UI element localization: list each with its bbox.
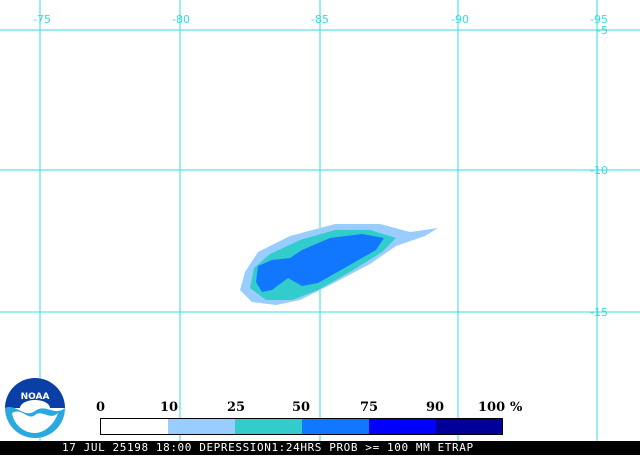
legend-label-75: 75: [360, 400, 378, 415]
logo-text: NOAA: [21, 392, 50, 402]
lon-label: -80: [172, 13, 190, 26]
legend-unit: %: [510, 400, 522, 415]
lat-label: -5: [597, 24, 608, 37]
lon-label: -90: [451, 13, 469, 26]
probability-map: -75 -80 -85 -90 -95 -5 -10 -15: [0, 0, 640, 455]
legend-label-25: 25: [227, 400, 245, 415]
longitude-labels: -75 -80 -85 -90 -95: [33, 13, 608, 26]
lon-label: -75: [33, 13, 51, 26]
lat-label: -10: [590, 164, 608, 177]
legend-label-50: 50: [292, 400, 310, 415]
footer-caption: 17 JUL 25198 18:00 DEPRESSION1:24HRS PRO…: [62, 441, 474, 455]
lat-label: -15: [590, 306, 608, 319]
legend-frame: [100, 418, 503, 435]
graticule: [0, 0, 640, 441]
probability-contours: [240, 224, 438, 305]
noaa-logo: NOAA: [4, 377, 66, 439]
legend-label-0: 0: [96, 400, 105, 415]
latitude-labels: -5 -10 -15: [590, 24, 608, 319]
legend-label-100: 100: [478, 400, 505, 415]
footer-bar: 17 JUL 25198 18:00 DEPRESSION1:24HRS PRO…: [0, 441, 640, 455]
legend-label-10: 10: [160, 400, 178, 415]
lon-label: -85: [311, 13, 329, 26]
legend-label-90: 90: [426, 400, 444, 415]
